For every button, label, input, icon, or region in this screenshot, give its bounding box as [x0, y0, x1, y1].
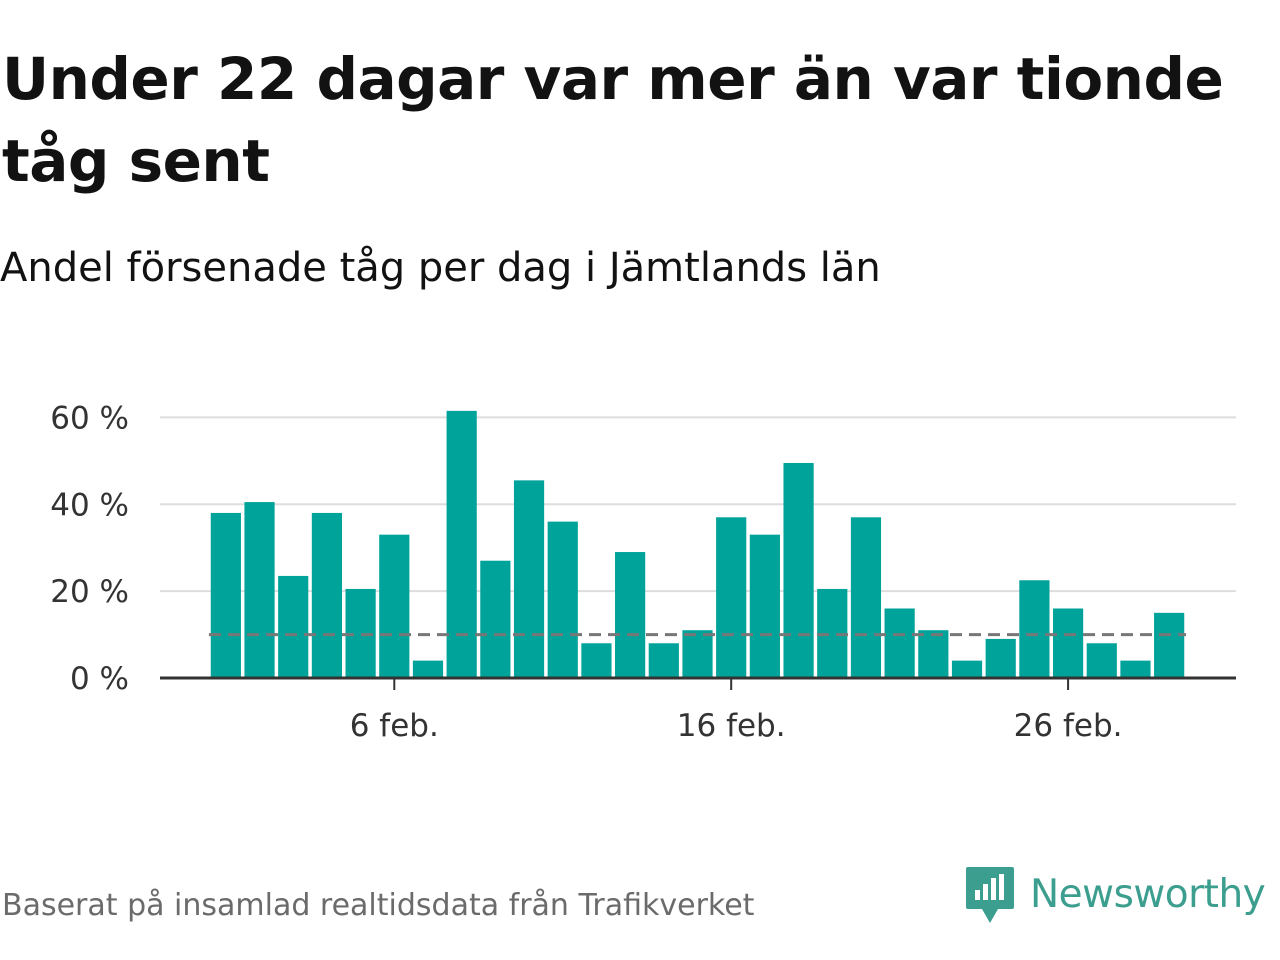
bar	[884, 608, 915, 678]
bar	[783, 462, 814, 678]
y-tick-label: 0 %	[70, 661, 129, 697]
bar	[716, 517, 747, 678]
bar	[513, 480, 545, 678]
chart-title: Under 22 dagar var mer än var tionde tåg…	[2, 45, 1224, 195]
bar	[1154, 612, 1185, 678]
bar	[244, 502, 275, 678]
bar	[311, 512, 343, 678]
source-note: Baserat på insamlad realtidsdata från Tr…	[2, 888, 755, 923]
bar	[682, 630, 713, 678]
bar	[985, 638, 1016, 678]
bar	[210, 512, 241, 678]
bar	[480, 560, 511, 678]
bars	[210, 410, 1185, 678]
brand-name: Newsworthy	[1030, 872, 1266, 917]
newsworthy-logo-icon	[966, 867, 1014, 923]
bar	[615, 552, 646, 678]
brand-logo: Newsworthy	[964, 864, 1266, 926]
x-axis: 6 feb. 16 feb. 26 feb.	[160, 676, 1236, 744]
bar	[278, 575, 309, 678]
chart-subtitle: Andel försenade tåg per dag i Jämtlands …	[0, 245, 881, 291]
bar-chart: 0 % 20 % 40 % 60 % 6 feb. 16 feb. 26 feb.	[50, 400, 1236, 744]
bar	[850, 517, 882, 678]
bar	[1052, 608, 1084, 678]
y-tick-label: 40 %	[50, 487, 129, 523]
bar	[581, 643, 612, 678]
bar	[648, 643, 679, 678]
bar	[1120, 660, 1151, 678]
bar	[918, 630, 949, 678]
bar	[446, 410, 477, 678]
bar	[412, 660, 444, 678]
bar	[547, 521, 578, 678]
bar	[951, 660, 983, 678]
y-tick-label: 20 %	[50, 574, 129, 610]
bar	[379, 534, 410, 678]
bar	[1019, 580, 1050, 678]
y-axis-tick-labels: 0 % 20 % 40 % 60 %	[50, 400, 129, 697]
bar	[1086, 643, 1117, 678]
bar	[749, 534, 780, 678]
x-tick-label: 16 feb.	[677, 708, 786, 744]
y-tick-label: 60 %	[50, 400, 129, 436]
x-tick-label: 6 feb.	[350, 708, 439, 744]
x-tick-label: 26 feb.	[1014, 708, 1123, 744]
